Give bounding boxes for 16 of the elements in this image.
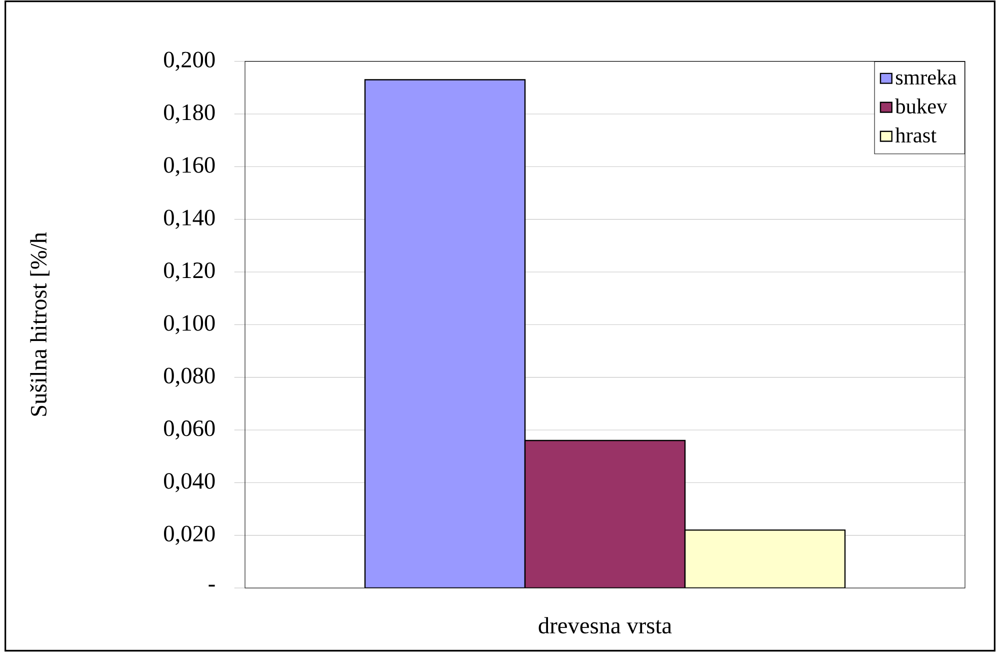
y-tick-label: 0,160 (164, 157, 215, 176)
y-tick-label: 0,120 (164, 262, 215, 282)
legend-label: bukev (895, 98, 948, 114)
y-tick-label: 0,140 (164, 210, 215, 229)
y-axis-title: Sušilna hitrost [%/h (30, 232, 50, 416)
y-tick-label: 0,200 (164, 52, 215, 71)
y-tick-label: 0,080 (164, 368, 215, 387)
y-tick-label: 0,040 (164, 473, 215, 492)
y-tick-label: - (208, 584, 215, 587)
y-tick-label: 0,020 (164, 526, 215, 545)
y-tick-label: 0,060 (164, 420, 215, 440)
x-axis-title: drevesna vrsta (538, 617, 672, 634)
y-tick-label: 0,100 (164, 315, 215, 334)
y-tick-label: 0,180 (164, 104, 215, 124)
legend-label: hrast (895, 128, 936, 143)
legend-label: smreka (896, 70, 956, 85)
